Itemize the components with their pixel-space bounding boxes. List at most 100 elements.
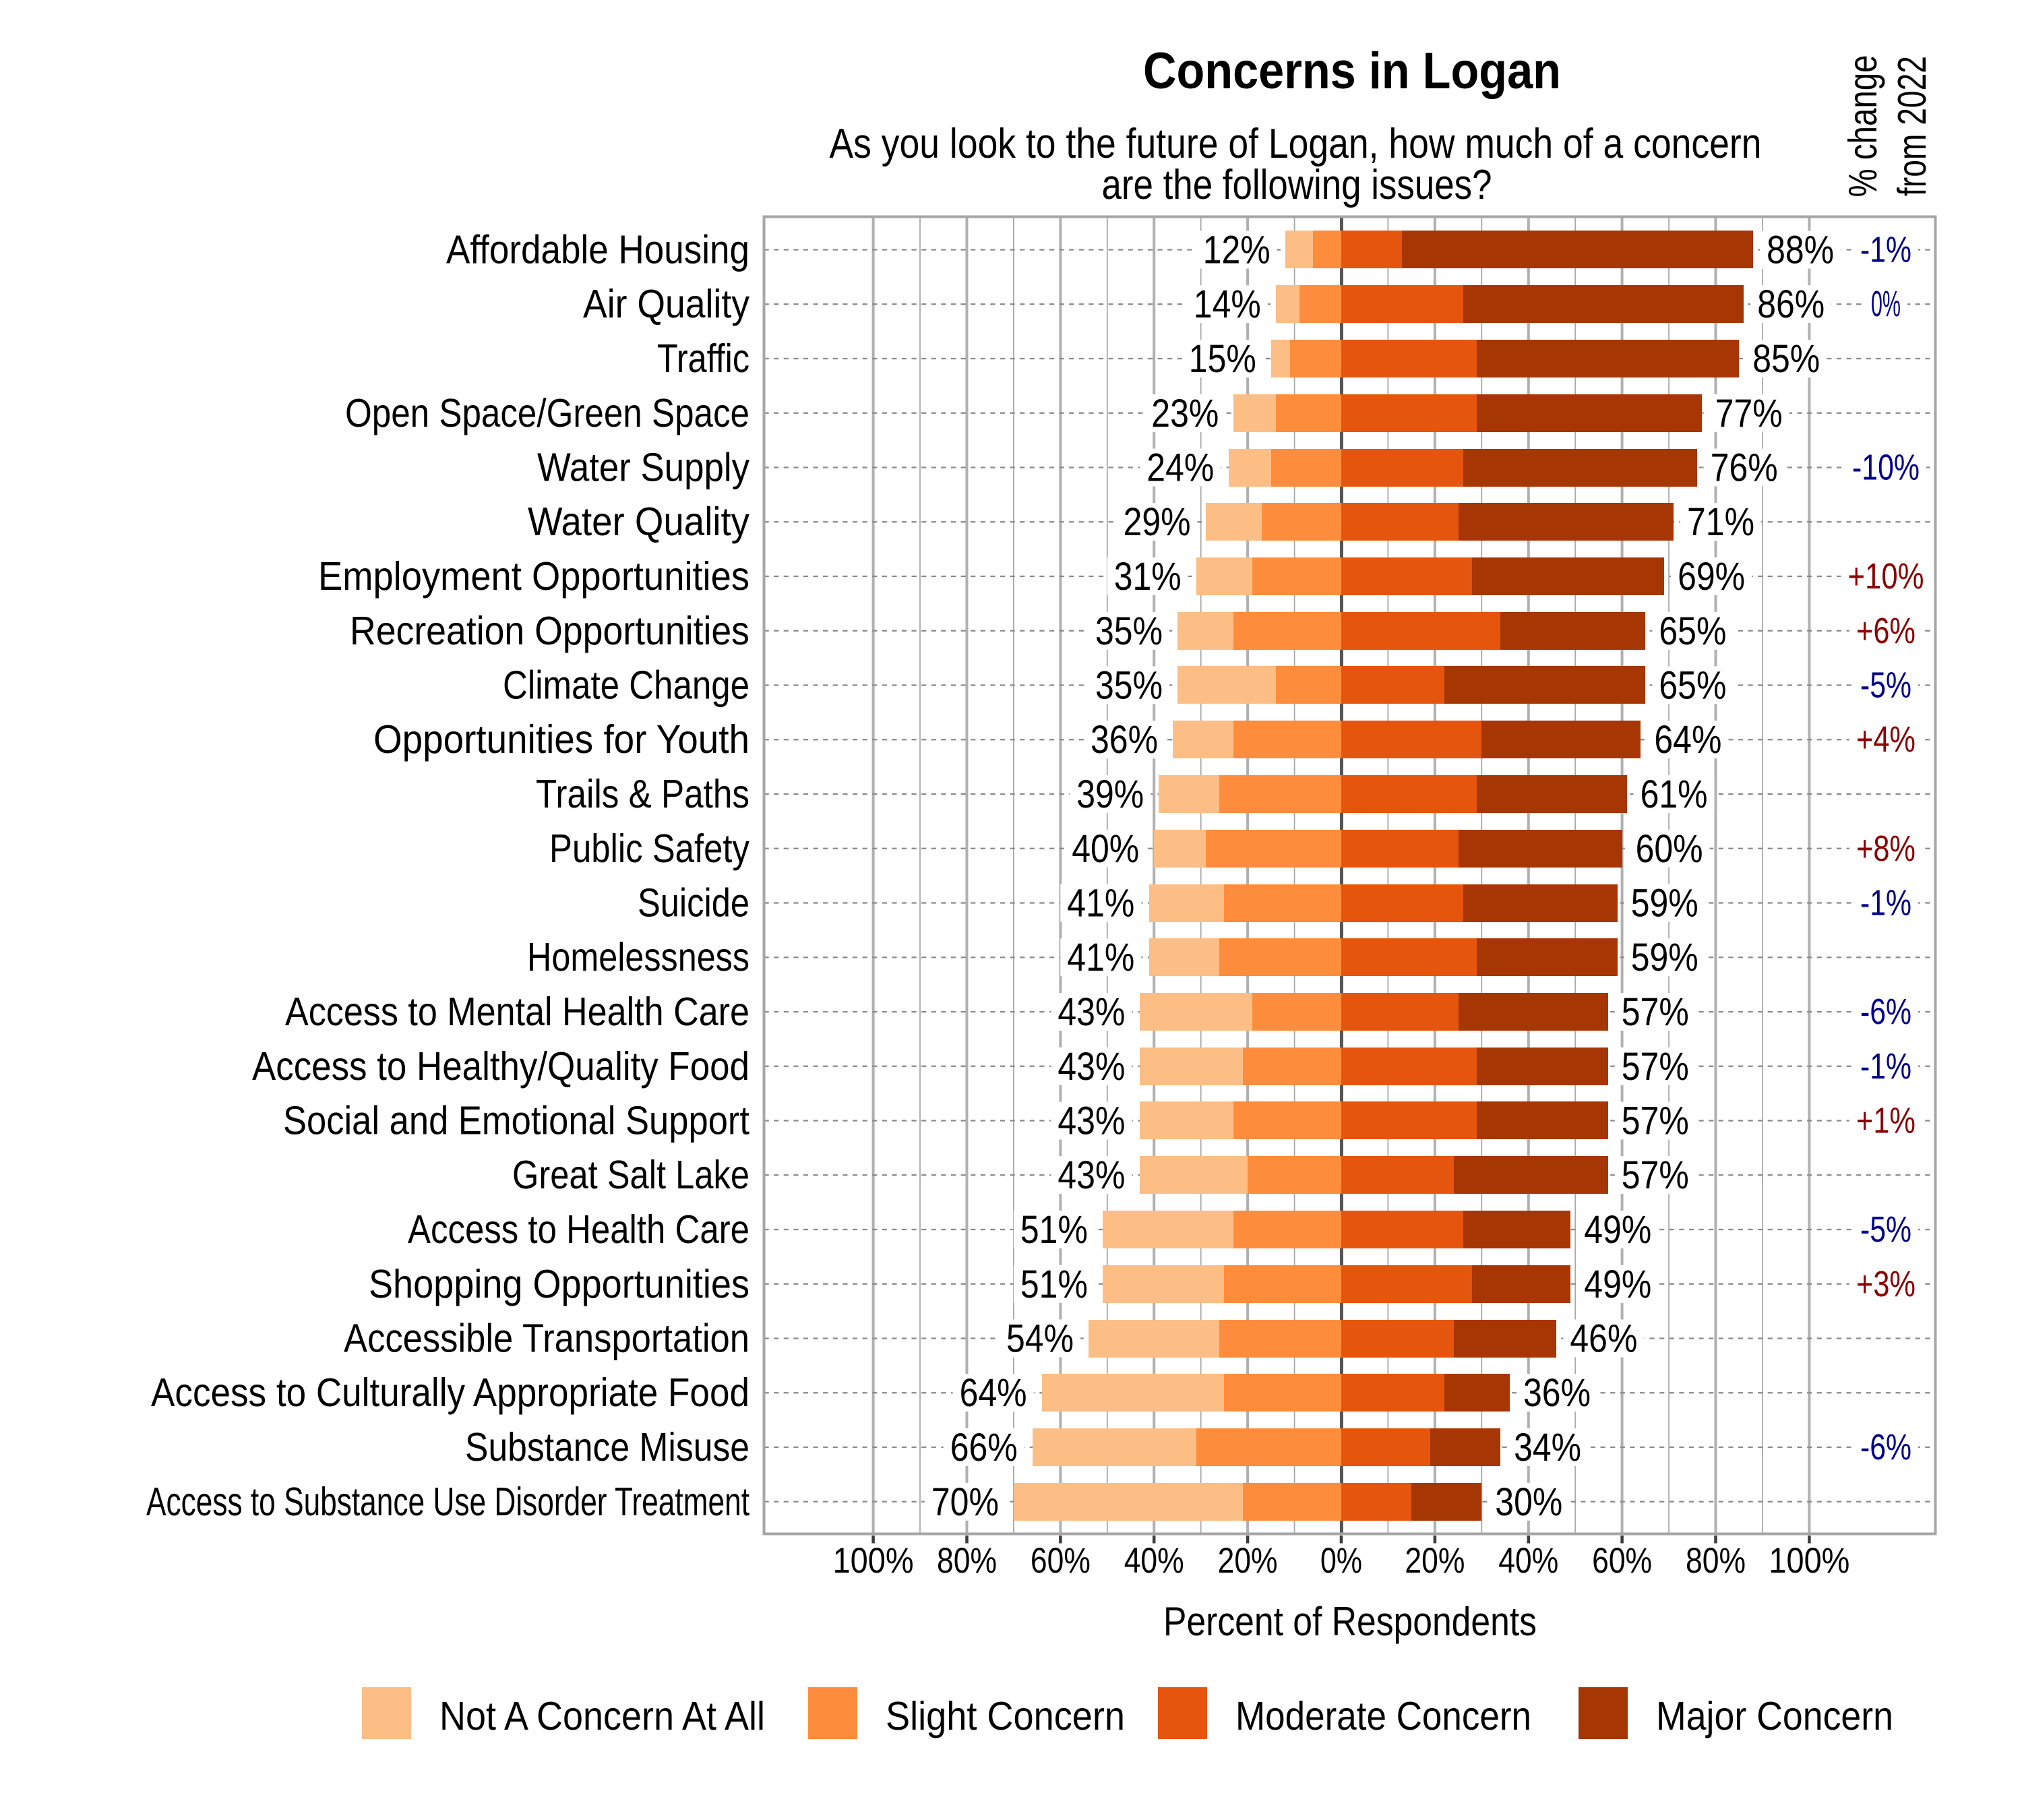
svg-text:% change: % change xyxy=(1841,55,1885,198)
svg-text:100%: 100% xyxy=(1769,1541,1849,1581)
svg-text:-10%: -10% xyxy=(1852,448,1920,488)
svg-text:100%: 100% xyxy=(833,1541,914,1581)
svg-text:24%: 24% xyxy=(1146,446,1214,490)
svg-text:66%: 66% xyxy=(950,1426,1018,1469)
svg-text:+4%: +4% xyxy=(1856,719,1916,760)
svg-text:49%: 49% xyxy=(1584,1263,1651,1306)
svg-text:51%: 51% xyxy=(1020,1263,1088,1306)
svg-text:Affordable Housing: Affordable Housing xyxy=(446,228,749,272)
svg-text:Shopping Opportunities: Shopping Opportunities xyxy=(369,1262,749,1306)
svg-text:Open Space/Green Space: Open Space/Green Space xyxy=(345,391,749,435)
svg-text:20%: 20% xyxy=(1218,1541,1278,1581)
svg-text:-6%: -6% xyxy=(1860,1427,1911,1467)
svg-text:57%: 57% xyxy=(1622,1153,1689,1197)
svg-text:49%: 49% xyxy=(1584,1208,1651,1252)
svg-text:36%: 36% xyxy=(1091,718,1158,762)
svg-text:77%: 77% xyxy=(1715,392,1783,435)
svg-text:34%: 34% xyxy=(1514,1426,1581,1469)
svg-text:+6%: +6% xyxy=(1856,611,1916,651)
svg-text:76%: 76% xyxy=(1711,446,1778,490)
svg-text:Moderate Concern: Moderate Concern xyxy=(1235,1694,1531,1738)
svg-text:41%: 41% xyxy=(1067,936,1134,979)
svg-text:Percent of Respondents: Percent of Respondents xyxy=(1163,1599,1537,1644)
svg-text:Great Salt Lake: Great Salt Lake xyxy=(512,1153,749,1197)
svg-text:Accessible Transportation: Accessible Transportation xyxy=(344,1316,749,1361)
svg-text:20%: 20% xyxy=(1405,1541,1465,1581)
svg-text:Access to Substance Use Disord: Access to Substance Use Disorder Treatme… xyxy=(146,1480,749,1524)
svg-text:Water Supply: Water Supply xyxy=(537,446,749,490)
svg-text:+8%: +8% xyxy=(1856,828,1916,869)
svg-text:39%: 39% xyxy=(1076,772,1144,816)
svg-text:41%: 41% xyxy=(1067,882,1134,926)
svg-text:Slight Concern: Slight Concern xyxy=(886,1694,1125,1738)
svg-text:31%: 31% xyxy=(1114,555,1182,599)
svg-text:Trails & Paths: Trails & Paths xyxy=(536,772,749,816)
svg-text:86%: 86% xyxy=(1757,282,1825,326)
svg-text:57%: 57% xyxy=(1622,990,1689,1034)
svg-text:85%: 85% xyxy=(1752,337,1820,381)
svg-text:Homelessness: Homelessness xyxy=(527,935,749,979)
svg-text:40%: 40% xyxy=(1124,1541,1184,1581)
svg-text:Access to Culturally Appropria: Access to Culturally Appropriate Food xyxy=(151,1370,749,1415)
svg-text:Traffic: Traffic xyxy=(657,336,749,381)
svg-text:65%: 65% xyxy=(1659,609,1726,653)
svg-text:Major Concern: Major Concern xyxy=(1656,1694,1893,1738)
svg-text:54%: 54% xyxy=(1006,1317,1074,1361)
svg-text:29%: 29% xyxy=(1124,500,1191,544)
svg-text:61%: 61% xyxy=(1641,772,1708,816)
svg-text:Water Quality: Water Quality xyxy=(528,499,749,544)
svg-text:88%: 88% xyxy=(1767,229,1834,272)
svg-text:Access to Healthy/Quality Food: Access to Healthy/Quality Food xyxy=(252,1044,749,1089)
svg-text:Suicide: Suicide xyxy=(638,881,749,926)
svg-text:Access to Mental Health Care: Access to Mental Health Care xyxy=(285,990,749,1034)
svg-text:23%: 23% xyxy=(1151,392,1219,435)
svg-text:70%: 70% xyxy=(931,1480,999,1524)
svg-text:-1%: -1% xyxy=(1860,1046,1911,1087)
svg-text:43%: 43% xyxy=(1058,1153,1125,1197)
svg-text:64%: 64% xyxy=(960,1371,1027,1415)
svg-text:35%: 35% xyxy=(1095,664,1163,708)
svg-text:-1%: -1% xyxy=(1860,883,1911,923)
svg-text:30%: 30% xyxy=(1495,1480,1562,1524)
svg-text:Substance Misuse: Substance Misuse xyxy=(465,1425,749,1469)
svg-text:-6%: -6% xyxy=(1860,992,1911,1032)
svg-text:12%: 12% xyxy=(1203,229,1270,272)
svg-text:60%: 60% xyxy=(1031,1541,1091,1581)
svg-text:-5%: -5% xyxy=(1860,1209,1911,1250)
svg-text:Climate Change: Climate Change xyxy=(503,663,749,708)
svg-text:59%: 59% xyxy=(1631,882,1698,926)
svg-text:80%: 80% xyxy=(1686,1541,1746,1581)
svg-text:51%: 51% xyxy=(1020,1208,1088,1252)
svg-text:60%: 60% xyxy=(1592,1541,1652,1581)
svg-text:+1%: +1% xyxy=(1856,1101,1916,1141)
svg-text:71%: 71% xyxy=(1687,500,1754,544)
svg-text:59%: 59% xyxy=(1631,936,1698,979)
svg-text:65%: 65% xyxy=(1659,664,1726,708)
svg-text:35%: 35% xyxy=(1095,609,1163,653)
svg-text:40%: 40% xyxy=(1072,827,1139,871)
svg-text:from 2022: from 2022 xyxy=(1890,56,1934,196)
svg-text:80%: 80% xyxy=(937,1541,997,1581)
svg-text:43%: 43% xyxy=(1058,1099,1125,1143)
svg-text:Access to Health Care: Access to Health Care xyxy=(408,1207,749,1252)
svg-text:+10%: +10% xyxy=(1848,556,1924,597)
svg-text:As you look to the future of L: As you look to the future of Logan, how … xyxy=(830,121,1762,167)
svg-text:-5%: -5% xyxy=(1860,665,1911,706)
svg-text:36%: 36% xyxy=(1523,1371,1591,1415)
svg-text:46%: 46% xyxy=(1570,1317,1637,1361)
svg-text:40%: 40% xyxy=(1498,1541,1558,1581)
svg-text:43%: 43% xyxy=(1058,990,1125,1034)
svg-text:69%: 69% xyxy=(1678,555,1745,599)
svg-text:are the following issues?: are the following issues? xyxy=(1102,162,1492,208)
svg-text:+3%: +3% xyxy=(1856,1264,1916,1304)
svg-text:Recreation Opportunities: Recreation Opportunities xyxy=(350,609,749,653)
svg-text:57%: 57% xyxy=(1622,1099,1689,1143)
svg-text:60%: 60% xyxy=(1636,827,1703,871)
svg-text:64%: 64% xyxy=(1654,718,1721,762)
svg-text:Social and Emotional Support: Social and Emotional Support xyxy=(283,1099,749,1143)
svg-text:Concerns in Logan: Concerns in Logan xyxy=(1143,42,1561,100)
svg-text:0%: 0% xyxy=(1871,284,1901,324)
svg-text:Not A Concern At All: Not A Concern At All xyxy=(439,1694,765,1738)
svg-text:-1%: -1% xyxy=(1860,230,1911,270)
svg-text:15%: 15% xyxy=(1189,337,1256,381)
